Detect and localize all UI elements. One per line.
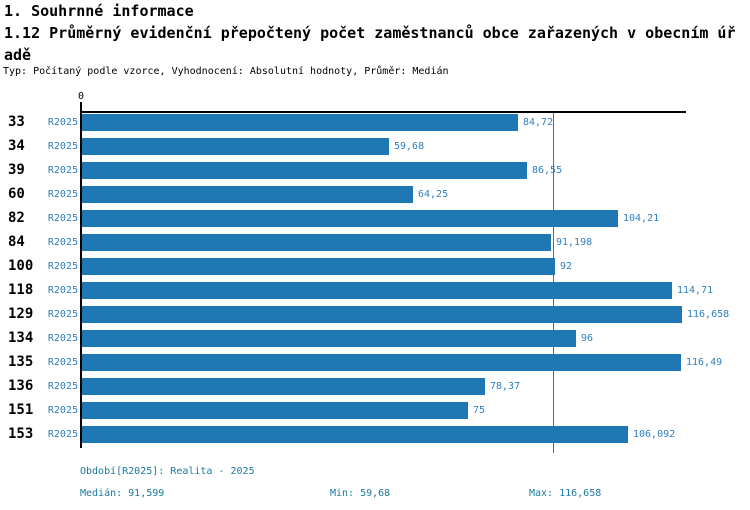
chart-row: 39 R2025 86,55	[0, 162, 750, 186]
bar	[82, 426, 628, 443]
bar	[82, 402, 468, 419]
x-axis-tick-label: 0	[77, 91, 85, 102]
report-section-title: 1. Souhrnné informace	[4, 2, 194, 20]
row-series-label: R2025	[47, 141, 78, 152]
row-series-label: R2025	[47, 261, 78, 272]
row-category-label: 135	[8, 354, 34, 370]
row-series-label: R2025	[47, 285, 78, 296]
row-category-label: 129	[8, 306, 34, 322]
row-category-label: 34	[8, 138, 25, 154]
row-category-label: 136	[8, 378, 34, 394]
bar	[82, 234, 551, 251]
row-series-label: R2025	[47, 117, 78, 128]
x-axis-line	[80, 111, 686, 113]
chart-row: 82 R2025 104,21	[0, 210, 750, 234]
bar-value-label: 64,25	[418, 189, 449, 200]
row-series-label: R2025	[47, 309, 78, 320]
chart-row: 134 R2025 96	[0, 330, 750, 354]
bar	[82, 162, 527, 179]
bar-value-label: 106,092	[633, 429, 676, 440]
chart-row: 153 R2025 106,092	[0, 426, 750, 450]
chart-row: 129 R2025 116,658	[0, 306, 750, 330]
row-series-label: R2025	[47, 213, 78, 224]
bar-value-label: 92	[560, 261, 573, 272]
row-series-label: R2025	[47, 237, 78, 248]
row-category-label: 100	[8, 258, 34, 274]
chart-row: 100 R2025 92	[0, 258, 750, 282]
row-category-label: 39	[8, 162, 25, 178]
row-series-label: R2025	[47, 405, 78, 416]
row-category-label: 153	[8, 426, 34, 442]
bar	[82, 138, 389, 155]
bar-value-label: 75	[473, 405, 486, 416]
bar	[82, 354, 681, 371]
row-series-label: R2025	[47, 429, 78, 440]
bar-value-label: 114,71	[677, 285, 714, 296]
row-category-label: 84	[8, 234, 25, 250]
row-series-label: R2025	[47, 189, 78, 200]
bar-value-label: 116,49	[686, 357, 723, 368]
bar	[82, 114, 518, 131]
bar	[82, 330, 576, 347]
bar-value-label: 59,68	[394, 141, 425, 152]
row-series-label: R2025	[47, 333, 78, 344]
chart-meta-line: Typ: Počítaný podle vzorce, Vyhodnocení:…	[3, 66, 449, 77]
row-category-label: 82	[8, 210, 25, 226]
y-axis-line	[80, 102, 82, 448]
bar-value-label: 78,37	[490, 381, 521, 392]
chart-row: 33 R2025 84,72	[0, 114, 750, 138]
row-category-label: 134	[8, 330, 34, 346]
chart-title: 1.12 Průměrný evidenční přepočtený počet…	[4, 24, 736, 64]
row-series-label: R2025	[47, 165, 78, 176]
bar-value-label: 116,658	[687, 309, 730, 320]
bar	[82, 258, 555, 275]
bar	[82, 378, 485, 395]
bar-value-label: 96	[581, 333, 594, 344]
bar-value-label: 91,198	[556, 237, 593, 248]
bar	[82, 186, 413, 203]
bar	[82, 210, 618, 227]
row-series-label: R2025	[47, 357, 78, 368]
row-category-label: 60	[8, 186, 25, 202]
row-category-label: 33	[8, 114, 25, 130]
chart-row: 151 R2025 75	[0, 402, 750, 426]
bar-value-label: 104,21	[623, 213, 660, 224]
bar	[82, 306, 682, 323]
bar-value-label: 84,72	[523, 117, 554, 128]
footer-median: Medián: 91,599	[80, 488, 165, 499]
bar-value-label: 86,55	[532, 165, 563, 176]
chart-row: 60 R2025 64,25	[0, 186, 750, 210]
chart-row: 136 R2025 78,37	[0, 378, 750, 402]
chart-row: 118 R2025 114,71	[0, 282, 750, 306]
chart-row: 34 R2025 59,68	[0, 138, 750, 162]
row-category-label: 151	[8, 402, 34, 418]
bar	[82, 282, 672, 299]
footer-period: Období[R2025]: Realita - 2025	[80, 466, 255, 477]
chart-row: 135 R2025 116,49	[0, 354, 750, 378]
row-category-label: 118	[8, 282, 34, 298]
footer-max: Max: 116,658	[529, 488, 602, 499]
row-series-label: R2025	[47, 381, 78, 392]
chart-row: 84 R2025 91,198	[0, 234, 750, 258]
footer-min: Min: 59,68	[330, 488, 391, 499]
